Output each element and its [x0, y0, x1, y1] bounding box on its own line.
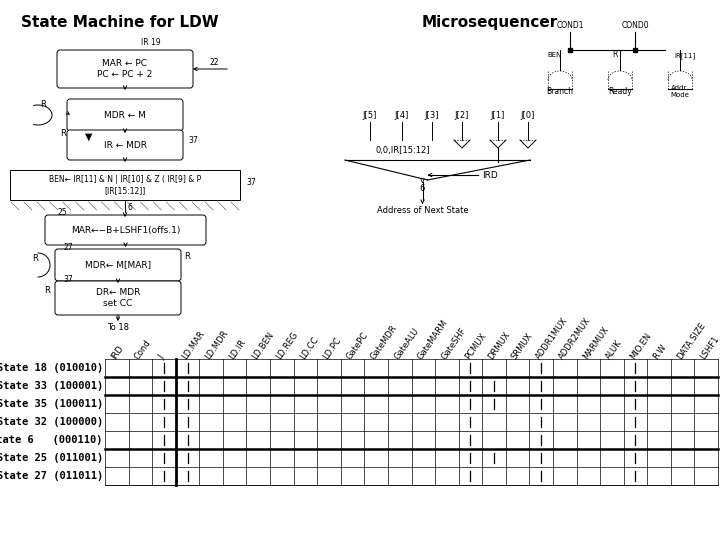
Text: R: R [32, 254, 38, 263]
FancyBboxPatch shape [57, 50, 193, 88]
Text: GateSHF: GateSHF [439, 326, 468, 361]
Text: 22: 22 [210, 58, 220, 67]
Text: MDR← M[MAR]: MDR← M[MAR] [85, 260, 151, 269]
Text: State 33 (100001): State 33 (100001) [0, 381, 103, 391]
Text: DATA.SIZE: DATA.SIZE [675, 321, 707, 361]
FancyBboxPatch shape [55, 249, 181, 281]
Text: BEN: BEN [548, 52, 562, 58]
Text: MARMUX: MARMUX [581, 325, 610, 361]
Text: J[0]: J[0] [521, 111, 535, 120]
Text: ADDR1MUX: ADDR1MUX [534, 316, 570, 361]
Text: BEN← IR[11] & N | IR[10] & Z ( IR[9] & P
[IR[15:12]]: BEN← IR[11] & N | IR[10] & Z ( IR[9] & P… [49, 176, 201, 195]
Text: ADDR2MUX: ADDR2MUX [557, 316, 593, 361]
Text: 6: 6 [128, 203, 133, 212]
Text: SRMUX: SRMUX [510, 331, 535, 361]
Text: J: J [156, 354, 166, 361]
Text: IR 19: IR 19 [141, 38, 161, 47]
Text: LD.MAR: LD.MAR [180, 329, 206, 361]
Text: 37: 37 [63, 275, 73, 284]
FancyBboxPatch shape [67, 130, 183, 160]
Text: Microsequencer: Microsequencer [422, 15, 558, 30]
Text: 37: 37 [188, 136, 198, 145]
Text: PCMUX: PCMUX [463, 331, 487, 361]
Text: GateMDR: GateMDR [369, 323, 399, 361]
Text: COND0: COND0 [621, 21, 649, 30]
Text: State 35 (100011): State 35 (100011) [0, 399, 103, 409]
Text: DRMUX: DRMUX [487, 330, 512, 361]
Text: IR ← MDR: IR ← MDR [104, 140, 146, 150]
Text: Cond: Cond [133, 338, 153, 361]
Text: IR[11]: IR[11] [675, 52, 696, 59]
Text: R: R [44, 286, 50, 295]
Text: MAR ← PC
PC ← PC + 2: MAR ← PC PC ← PC + 2 [97, 59, 153, 79]
Text: IRD: IRD [109, 343, 125, 361]
Text: J[4]: J[4] [395, 111, 409, 120]
Text: LD.CC: LD.CC [298, 335, 320, 361]
Text: Branch: Branch [546, 87, 574, 96]
Text: To 18: To 18 [107, 323, 129, 332]
FancyBboxPatch shape [55, 281, 181, 315]
Text: J[2]: J[2] [455, 111, 469, 120]
Text: R: R [184, 252, 190, 261]
Bar [10, 170, 240, 200]
FancyBboxPatch shape [67, 99, 183, 131]
Text: DR← MDR
set CC: DR← MDR set CC [96, 288, 140, 308]
Text: LD.REG: LD.REG [274, 330, 300, 361]
Text: LSHF1: LSHF1 [699, 334, 720, 361]
Text: J[1]: J[1] [491, 111, 505, 120]
Text: J[5]: J[5] [363, 111, 377, 120]
Text: State 6   (000110): State 6 (000110) [0, 435, 103, 445]
Text: 6: 6 [420, 184, 426, 193]
FancyBboxPatch shape [45, 215, 206, 245]
Text: R: R [40, 100, 46, 109]
Text: 0,0,IR[15:12]: 0,0,IR[15:12] [375, 145, 430, 154]
Text: v: v [420, 176, 425, 185]
Text: State 18 (010010): State 18 (010010) [0, 363, 103, 373]
Text: LD.PC: LD.PC [322, 335, 343, 361]
Text: MAR←−B+LSHF1(offs.1): MAR←−B+LSHF1(offs.1) [71, 226, 180, 234]
Text: LD.BEN: LD.BEN [251, 330, 276, 361]
Text: LD.IR: LD.IR [228, 338, 248, 361]
Text: GatePC: GatePC [345, 330, 370, 361]
Text: GateMARM: GateMARM [416, 318, 450, 361]
Text: State 25 (011001): State 25 (011001) [0, 453, 103, 463]
Text: COND1: COND1 [557, 21, 584, 30]
Text: State Machine for LDW: State Machine for LDW [21, 15, 219, 30]
Text: ALUK: ALUK [605, 338, 624, 361]
Text: 37: 37 [246, 178, 256, 187]
Text: State 32 (100000): State 32 (100000) [0, 417, 103, 427]
Text: MIO.EN: MIO.EN [628, 331, 653, 361]
Text: MDR ← M: MDR ← M [104, 111, 146, 119]
Text: R.W: R.W [652, 342, 669, 361]
Text: ▼: ▼ [85, 132, 92, 142]
Text: IRD: IRD [482, 171, 498, 179]
Text: LD.MDR: LD.MDR [204, 328, 230, 361]
Text: J[3]: J[3] [425, 111, 439, 120]
Text: R: R [612, 50, 618, 59]
Text: 25: 25 [58, 208, 68, 217]
Text: Addr.
Mode: Addr. Mode [670, 85, 690, 98]
Text: R: R [60, 129, 66, 138]
Text: Ready: Ready [608, 87, 632, 96]
Text: Address of Next State: Address of Next State [377, 206, 468, 215]
Text: State 27 (011011): State 27 (011011) [0, 471, 103, 481]
Text: 27: 27 [63, 243, 73, 252]
Text: GateALU: GateALU [392, 326, 420, 361]
